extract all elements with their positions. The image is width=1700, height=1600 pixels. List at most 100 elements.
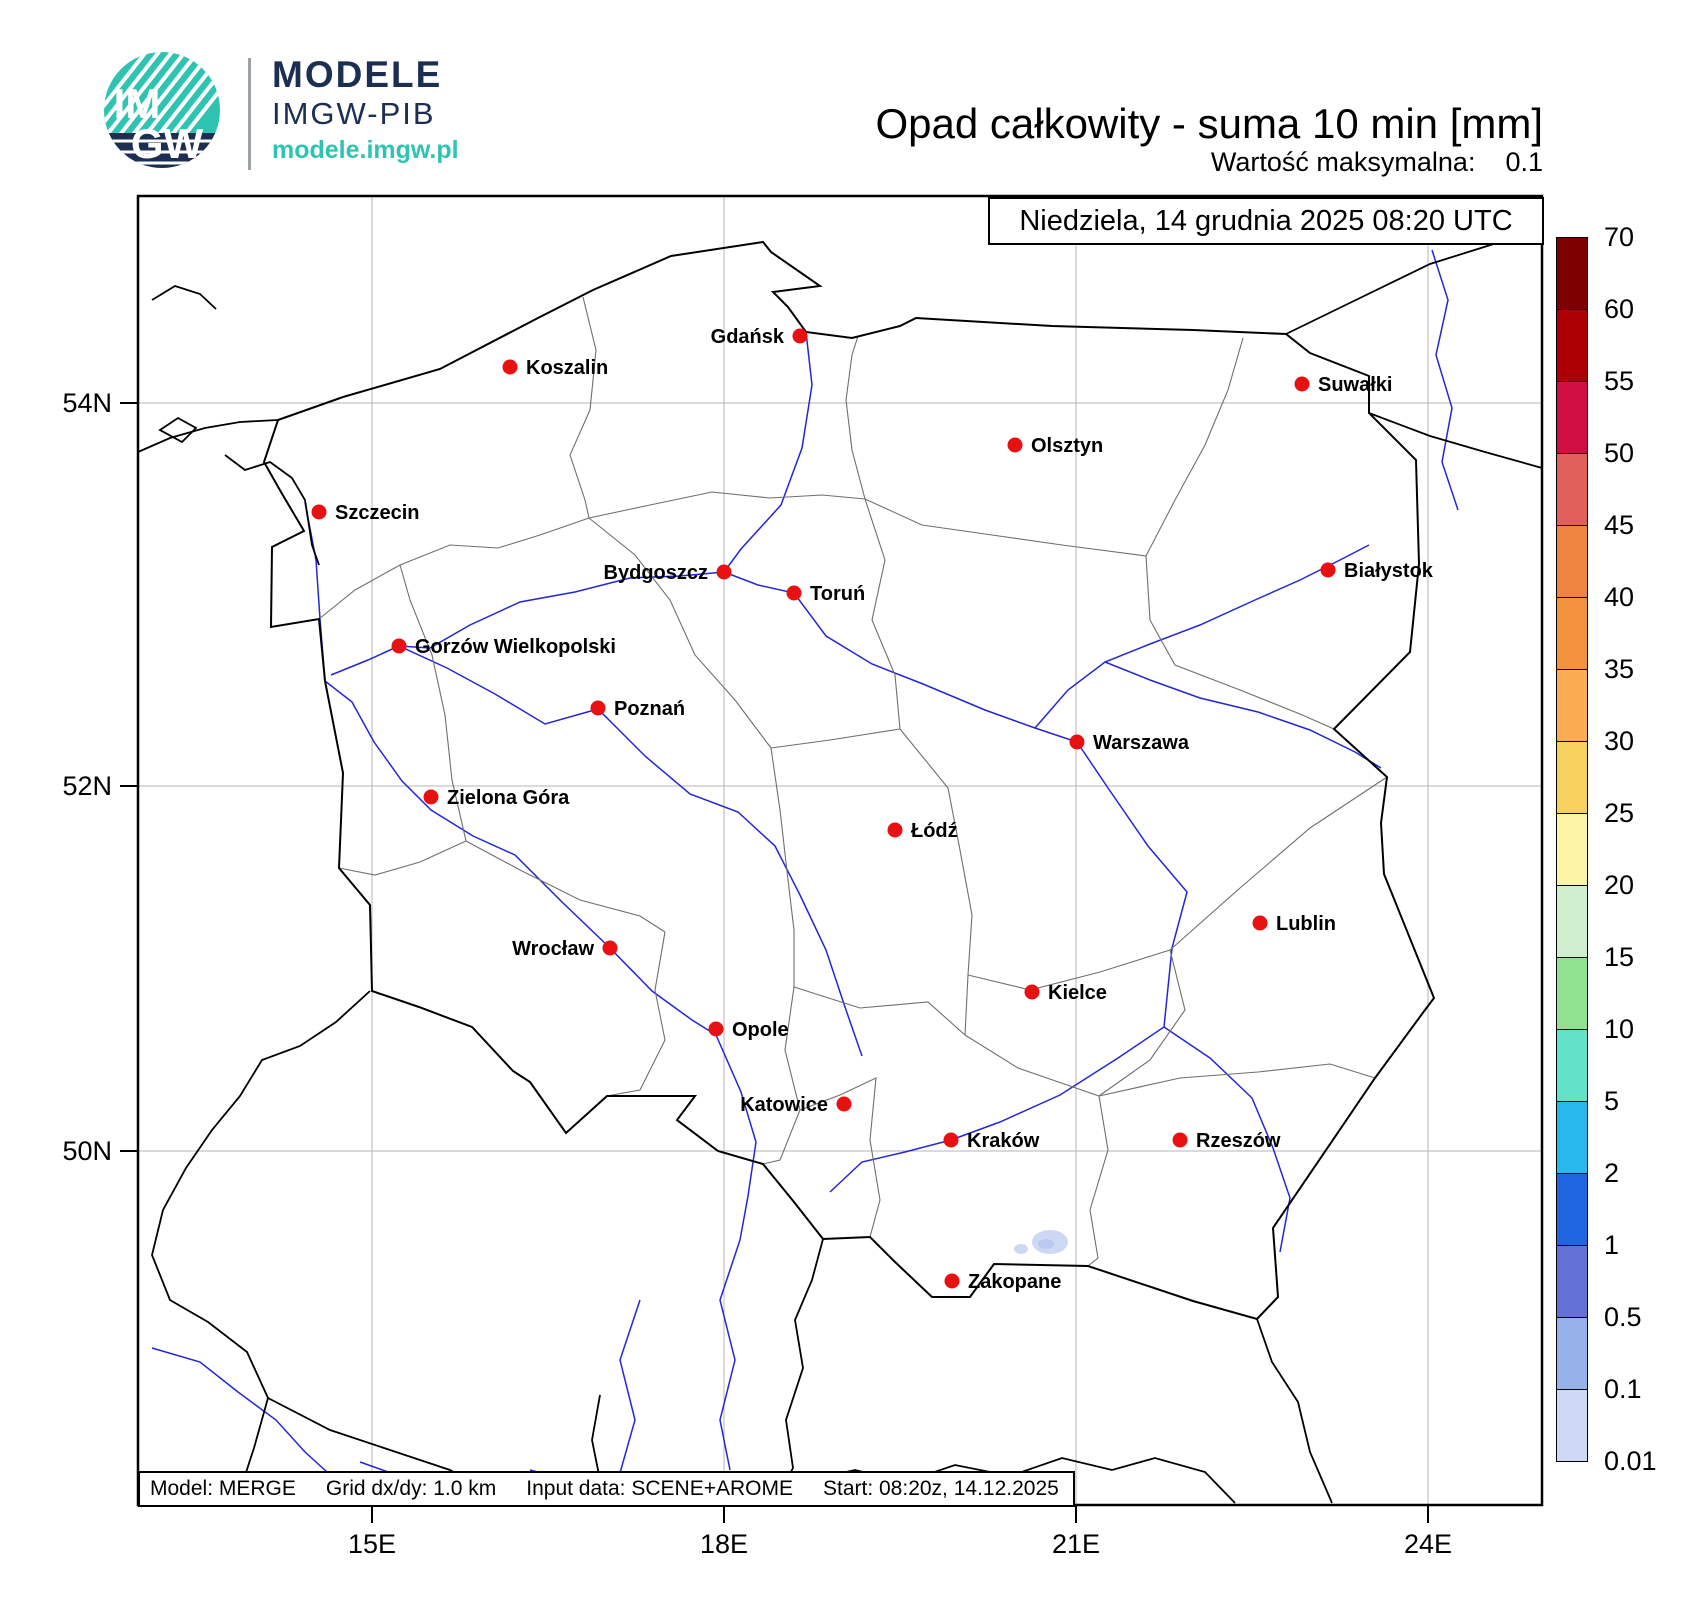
city-label: Zielona Góra: [447, 787, 570, 809]
border-ua-sk: [1256, 1318, 1333, 1504]
colorbar-block: [1556, 453, 1588, 526]
german-coast: [137, 419, 279, 453]
border-ru-lt: [1285, 232, 1543, 335]
colorbar-block: [1556, 741, 1588, 814]
city-label: Gdańsk: [711, 326, 785, 348]
brand-title: MODELE: [272, 54, 443, 95]
colorbar-block: [1556, 1029, 1588, 1102]
x-tick-label: 24E: [1404, 1529, 1452, 1559]
city-label: Katowice: [740, 1094, 828, 1116]
colorbar-label: 5: [1604, 1086, 1620, 1116]
colorbar-label: 0.5: [1604, 1302, 1642, 1332]
city-label: Wrocław: [512, 938, 594, 960]
y-tick-label: 54N: [62, 388, 112, 418]
colorbar-block: [1556, 957, 1588, 1030]
datetime-box: Niedziela, 14 grudnia 2025 08:20 UTC: [988, 197, 1544, 245]
city-label: Poznań: [614, 698, 685, 720]
city-label: Rzeszów: [1196, 1130, 1281, 1152]
border-cz-sk: [774, 1238, 824, 1504]
x-tick-label: 15E: [348, 1529, 396, 1559]
logo-im-text: IM: [114, 80, 161, 127]
max-value-label: Wartość maksymalna:: [1210, 147, 1476, 177]
precip-patch: [1014, 1244, 1028, 1254]
brand-subtitle: IMGW-PIB: [272, 96, 436, 131]
city-dot: [423, 789, 439, 805]
logo-gw-text: GW: [131, 120, 204, 167]
city-dot: [887, 822, 903, 838]
city-label: Olsztyn: [1031, 435, 1103, 457]
colorbar-label: 45: [1604, 510, 1635, 540]
city-label: Kraków: [967, 1130, 1040, 1152]
info-model: Model: MERGE: [150, 1477, 296, 1500]
colorbar-block: [1556, 309, 1588, 382]
city-dot: [1007, 437, 1023, 453]
colorbar-block: [1556, 1173, 1588, 1246]
coast-island: [151, 285, 217, 310]
river-neman: [1431, 249, 1459, 511]
city-label: Białystok: [1344, 560, 1434, 582]
y-tick-label: 52N: [62, 771, 112, 801]
colorbar-label: 35: [1604, 654, 1635, 684]
info-input: Input data: SCENE+AROME: [526, 1477, 793, 1500]
brand-url-link[interactable]: modele.imgw.pl: [272, 136, 459, 164]
info-grid: Grid dx/dy: 1.0 km: [325, 1477, 497, 1500]
city-dot: [502, 359, 518, 375]
border-de-cz: [151, 990, 371, 1504]
colorbar-label: 15: [1604, 942, 1635, 972]
city-label: Bydgoszcz: [604, 562, 708, 584]
city-label: Lublin: [1276, 913, 1336, 935]
colorbar-block: [1556, 669, 1588, 742]
datetime-text: Niedziela, 14 grudnia 2025 08:20 UTC: [1019, 204, 1513, 237]
city-dot: [792, 328, 808, 344]
imgw-logo-icon: IM GW: [104, 52, 220, 168]
city-dot: [391, 638, 407, 654]
city-dot: [836, 1096, 852, 1112]
logo-divider: [248, 58, 251, 170]
colorbar-label: 70: [1604, 222, 1635, 252]
city-dot: [708, 1021, 724, 1037]
x-tick-label: 21E: [1052, 1529, 1100, 1559]
city-dot: [1320, 562, 1336, 578]
poland-border: [262, 240, 1436, 1321]
colorbar-block: [1556, 381, 1588, 454]
country-borders: [137, 232, 1543, 1504]
city-dot: [1294, 376, 1310, 392]
city-dot: [311, 504, 327, 520]
city-label: Szczecin: [335, 502, 419, 524]
model-info-bar: Model: MERGE Grid dx/dy: 1.0 km Input da…: [138, 1471, 1075, 1507]
border-lt-by: [1368, 412, 1543, 469]
colorbar-label: 20: [1604, 870, 1635, 900]
colorbar-label: 25: [1604, 798, 1635, 828]
precipitation-patches: [1014, 1230, 1068, 1254]
city-label: Kielce: [1048, 982, 1107, 1004]
city-dot: [1252, 915, 1268, 931]
city-label: Suwałki: [1318, 374, 1392, 396]
colorbar-block: [1556, 525, 1588, 598]
city-dot: [602, 940, 618, 956]
city-markers: Szczecin Koszalin Gdańsk Suwałki Olsztyn Biał…: [311, 326, 1434, 1293]
river-vistula: [722, 331, 1188, 1193]
colorbar-block: [1556, 1389, 1588, 1462]
precip-patch: [1038, 1239, 1054, 1249]
city-dot: [1172, 1132, 1188, 1148]
colorbar-label: 2: [1604, 1158, 1620, 1188]
river-notec: [398, 571, 725, 649]
x-tick-label: 18E: [700, 1529, 748, 1559]
colorbar-block: [1556, 597, 1588, 670]
river-sw-1: [151, 1347, 339, 1483]
city-label: Gorzów Wielkopolski: [415, 636, 616, 658]
max-value-line: Wartość maksymalna: 0.1: [1211, 147, 1543, 178]
city-label: Warszawa: [1093, 732, 1190, 754]
colorbar-label: 0.1: [1604, 1374, 1642, 1404]
city-dot: [786, 585, 802, 601]
colorbar-block: [1556, 1245, 1588, 1318]
colorbar-block: [1556, 1101, 1588, 1174]
city-label: Toruń: [810, 583, 865, 605]
colorbar-block: [1556, 885, 1588, 958]
lagoon-outline: [224, 454, 320, 566]
city-label: Opole: [732, 1019, 789, 1041]
plot-title: Opad całkowity - suma 10 min [mm]: [875, 100, 1543, 147]
graticule-lines: [138, 196, 1542, 1505]
city-dot: [944, 1273, 960, 1289]
